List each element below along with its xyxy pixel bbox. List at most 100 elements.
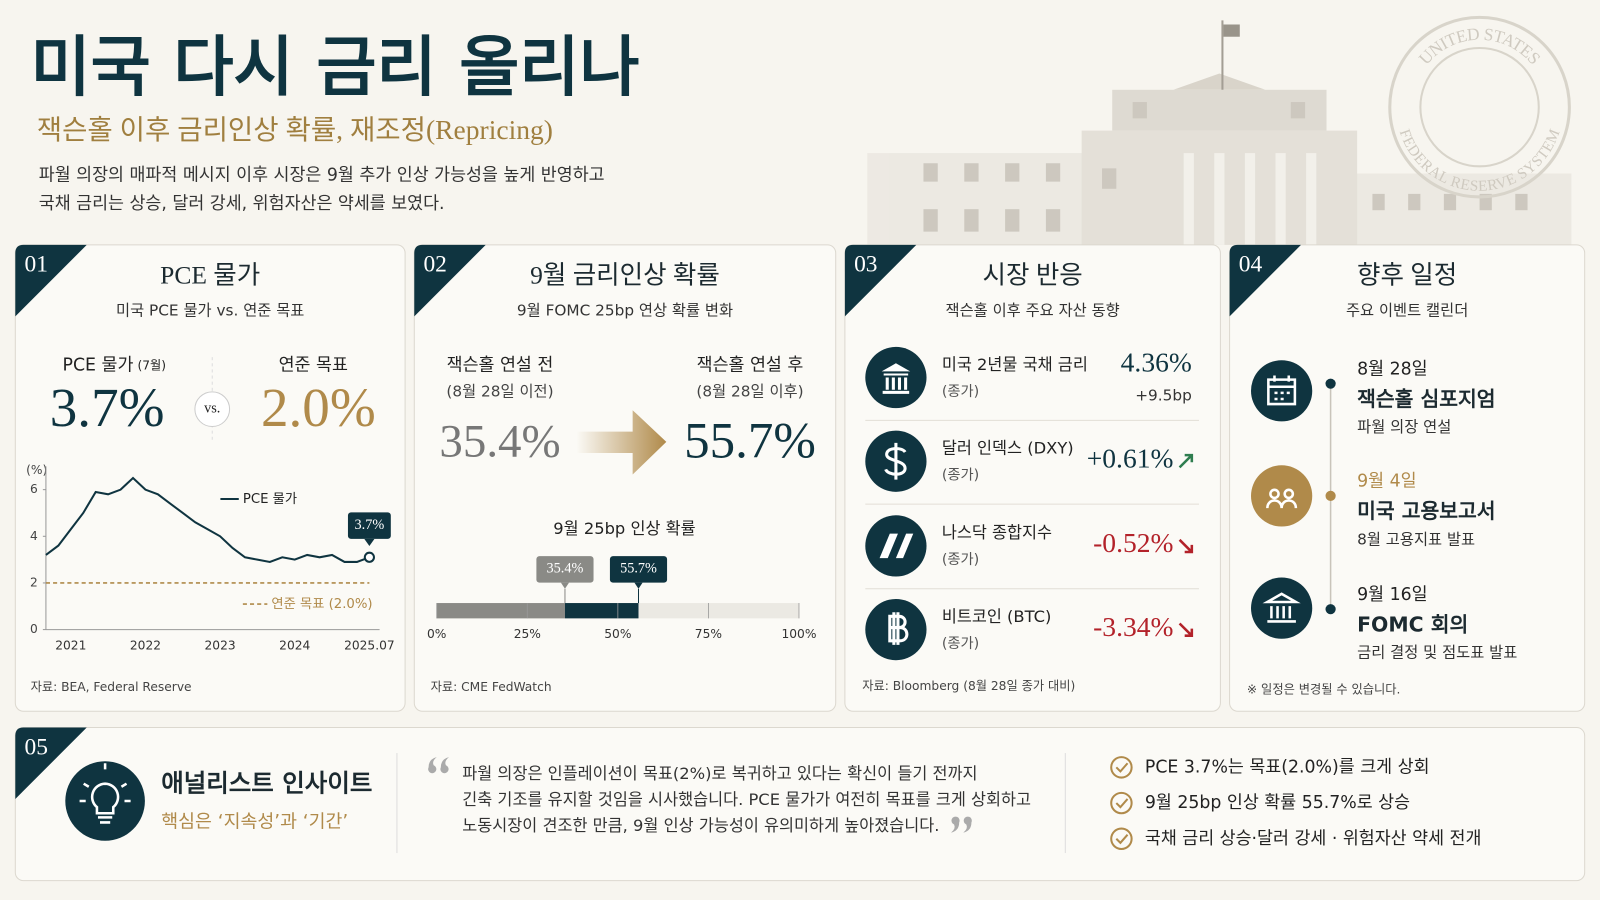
panel-subtitle: 미국 PCE 물가 vs. 연준 목표 xyxy=(116,302,304,320)
insight-subtitle: 핵심은 ‘지속성’과 ‘기간’ xyxy=(161,811,348,832)
description-line: 파월 의장의 매파적 메시지 이후 시장은 9월 추가 인상 가능성을 높게 반… xyxy=(39,166,605,186)
asset-note: (종가) xyxy=(942,467,979,484)
window xyxy=(1005,209,1020,232)
page-title: 미국 다시 금리 올리나 xyxy=(31,29,640,105)
panel-title: PCE 물가 xyxy=(160,260,260,289)
check-mark xyxy=(1115,798,1129,809)
x-tick-label: 0% xyxy=(427,627,446,641)
asset-note: (종가) xyxy=(942,551,979,568)
building-illustration xyxy=(867,20,1572,245)
event-desc: 금리 결정 및 점도표 발표 xyxy=(1357,644,1517,662)
asset-name: 비트코인 (BTC) xyxy=(942,607,1052,626)
asset-value: -3.34% xyxy=(1093,611,1173,642)
marker-box xyxy=(536,556,594,583)
quote-close xyxy=(951,816,972,833)
event-desc: 파월 의장 연설 xyxy=(1357,418,1451,436)
panel-title: 시장 반응 xyxy=(983,260,1083,289)
asset-icon xyxy=(884,442,907,480)
canvas: UNITED STATES FEDERAL RESERVE SYSTEM 미국 … xyxy=(14,15,1586,882)
panel-corner xyxy=(1229,244,1302,317)
panel-number: 04 xyxy=(1239,252,1263,278)
timeline-dot xyxy=(1325,490,1336,502)
marker-box xyxy=(609,556,668,583)
y-tick-label: 0 xyxy=(30,622,38,636)
panel-corner xyxy=(414,244,486,317)
flag xyxy=(1223,24,1240,37)
panel-number: 01 xyxy=(24,252,47,278)
target-value: 2.0% xyxy=(261,377,376,438)
fed-seal: UNITED STATES FEDERAL RESERVE SYSTEM xyxy=(1388,15,1571,199)
check-icon xyxy=(1110,791,1133,815)
x-tick-label: 75% xyxy=(695,627,722,641)
column xyxy=(1244,153,1256,245)
asset-value: +0.61% xyxy=(1087,443,1174,474)
source: 자료: Bloomberg (8월 28일 종가 대비) xyxy=(862,679,1075,693)
probability-bar xyxy=(436,603,565,619)
y-tick-label: 4 xyxy=(30,529,38,543)
insight-icon xyxy=(79,763,131,824)
note: ※ 일정은 변경될 수 있습니다. xyxy=(1247,682,1401,696)
x-tick-label: 2024 xyxy=(279,638,310,652)
panel-subtitle: 주요 이벤트 캘린더 xyxy=(1346,302,1468,320)
source: 자료: BEA, Federal Reserve xyxy=(31,680,192,694)
window xyxy=(923,209,938,232)
event-title: 잭슨홀 심포지엄 xyxy=(1357,387,1495,411)
window xyxy=(1290,102,1306,119)
event-icon xyxy=(1262,592,1301,623)
seal-ring xyxy=(1419,46,1540,168)
vs-text: vs. xyxy=(204,400,220,416)
marker-label: 55.7% xyxy=(620,561,657,577)
check-icon xyxy=(1110,756,1133,779)
x-tick-label: 2021 xyxy=(55,638,86,652)
bar-title: 9월 25bp 인상 확률 xyxy=(553,519,695,538)
asset-value: -0.52% xyxy=(1093,527,1173,558)
description-line: 국채 금리는 상승, 달러 강세, 위험자산은 약세를 보였다. xyxy=(39,194,445,214)
panel xyxy=(14,727,1586,882)
window xyxy=(1045,163,1061,182)
trend-arrow xyxy=(1178,538,1194,554)
event-desc: 8월 고용지표 발표 xyxy=(1357,530,1475,548)
phase-label: 잭슨홀 연설 전 xyxy=(447,355,554,375)
transition-arrow xyxy=(576,410,667,475)
source: 자료: CME FedWatch xyxy=(431,680,552,694)
panel-number: 02 xyxy=(423,252,446,278)
event-title: FOMC 회의 xyxy=(1357,613,1468,637)
pce-label: PCE 물가 (7월) xyxy=(63,355,167,375)
quote-line: 긴축 기조를 유지할 것임을 시사했습니다. PCE 물가가 여전히 목표를 크… xyxy=(462,790,1031,809)
window xyxy=(1443,193,1457,211)
panel-number: 03 xyxy=(854,252,877,278)
seal-ring xyxy=(1388,15,1571,199)
y-tick-label: 6 xyxy=(30,482,38,496)
annotation-pointer xyxy=(364,538,375,547)
event-icon xyxy=(1266,488,1298,509)
x-tick-label: 25% xyxy=(514,627,541,641)
page-subtitle: 잭슨홀 이후 금리인상 확률, 재조정(Repricing) xyxy=(37,114,553,145)
marker-pointer xyxy=(634,582,643,589)
pce-label-note: (7월) xyxy=(137,358,166,372)
panel-number: 05 xyxy=(24,734,47,760)
event-icon-bg xyxy=(1251,360,1313,422)
event-date: 9월 16일 xyxy=(1357,585,1427,605)
window xyxy=(1005,163,1020,182)
annotation-box xyxy=(347,512,391,539)
quote-line: 노동시장이 견조한 만큼, 9월 인상 가능성이 유의미하게 높아졌습니다. xyxy=(462,816,939,835)
pce-value: 3.7% xyxy=(50,377,165,438)
event-date: 9월 4일 xyxy=(1357,472,1416,492)
column xyxy=(1275,153,1286,245)
windows xyxy=(923,102,1528,232)
asset-name: 달러 인덱스 (DXY) xyxy=(942,438,1074,457)
phase-note: (8월 28일 이전) xyxy=(446,382,553,400)
panel-title: 9월 금리인상 확률 xyxy=(530,260,720,289)
quote-open xyxy=(428,757,449,774)
window xyxy=(964,209,979,232)
window xyxy=(923,163,938,182)
check-mark xyxy=(1115,762,1129,773)
marker-label: 35.4% xyxy=(547,561,584,577)
event-title: 미국 고용보고서 xyxy=(1357,499,1495,523)
asset-icon xyxy=(881,363,911,394)
check-item: 9월 25bp 인상 확률 55.7%로 상승 xyxy=(1145,793,1410,813)
column xyxy=(1306,153,1317,245)
timeline-dot xyxy=(1325,378,1336,389)
